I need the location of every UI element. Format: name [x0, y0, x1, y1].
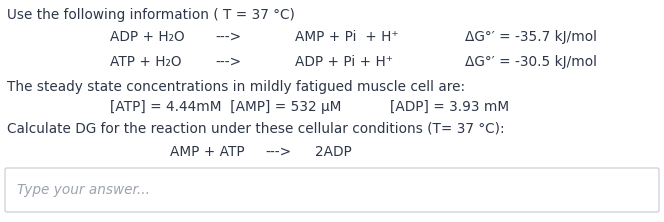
Text: The steady state concentrations in mildly fatigued muscle cell are:: The steady state concentrations in mildl… [7, 80, 465, 94]
Text: Type your answer...: Type your answer... [17, 183, 150, 197]
Text: --->: ---> [215, 30, 241, 44]
Text: Calculate DG for the reaction under these cellular conditions (T= 37 °C):: Calculate DG for the reaction under thes… [7, 122, 505, 136]
FancyBboxPatch shape [5, 168, 659, 212]
Text: ATP + H₂O: ATP + H₂O [110, 55, 181, 69]
Text: --->: ---> [265, 145, 291, 159]
Text: --->: ---> [215, 55, 241, 69]
Text: ADP + H₂O: ADP + H₂O [110, 30, 185, 44]
Text: ADP + Pi + H⁺: ADP + Pi + H⁺ [295, 55, 393, 69]
Text: AMP + Pi  + H⁺: AMP + Pi + H⁺ [295, 30, 398, 44]
Text: [ATP] = 4.44mM  [AMP] = 532 μM: [ATP] = 4.44mM [AMP] = 532 μM [110, 100, 341, 114]
Text: [ADP] = 3.93 mM: [ADP] = 3.93 mM [390, 100, 509, 114]
Text: AMP + ATP: AMP + ATP [170, 145, 244, 159]
Text: Use the following information ( T = 37 °C): Use the following information ( T = 37 °… [7, 8, 295, 22]
Text: 2ADP: 2ADP [315, 145, 352, 159]
Text: ΔG°′ = -30.5 kJ/mol: ΔG°′ = -30.5 kJ/mol [465, 55, 597, 69]
Text: ΔG°′ = -35.7 kJ/mol: ΔG°′ = -35.7 kJ/mol [465, 30, 597, 44]
